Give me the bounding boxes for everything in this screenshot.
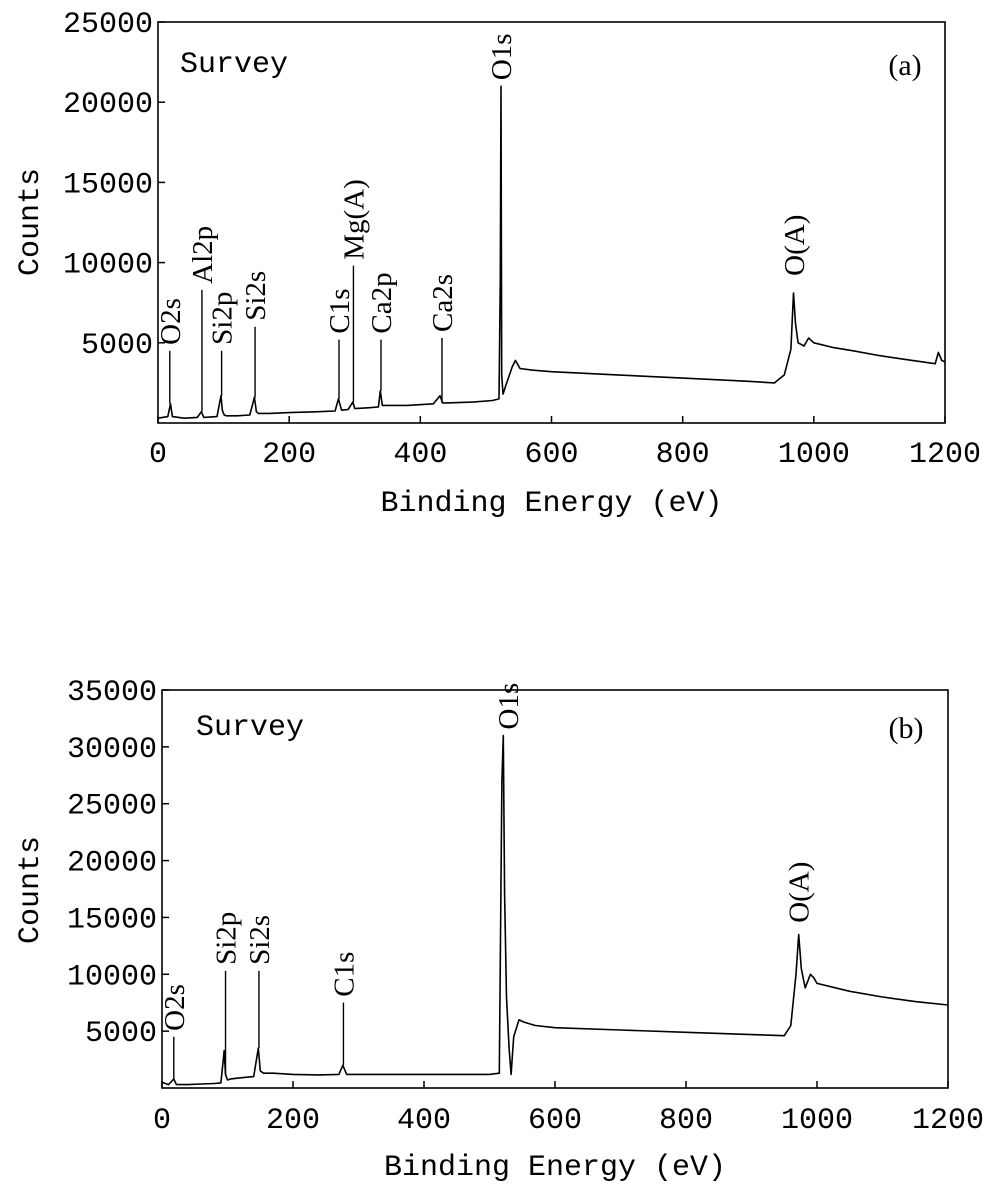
peak-label: C1s	[324, 288, 356, 333]
y-tick-label: 10000	[67, 960, 157, 994]
spectrum-line	[161, 734, 949, 1086]
x-tick-label: 800	[656, 438, 710, 472]
x-tick-label: 1000	[778, 438, 850, 472]
y-tick-label: 20000	[63, 88, 153, 122]
survey-annotation: Survey	[180, 48, 288, 82]
peak-label: Si2p	[207, 292, 239, 345]
peak-label: Mg(A)	[338, 179, 370, 260]
y-axis-label: Counts	[14, 168, 48, 276]
y-tick-label: 35000	[67, 676, 157, 710]
panel-label: (a)	[888, 49, 921, 82]
x-tick-label: 200	[262, 438, 316, 472]
x-tick-label: 400	[393, 438, 447, 472]
y-tick-label: 25000	[63, 8, 153, 42]
peak-label: Si2p	[211, 912, 243, 965]
x-tick-label: 0	[153, 1104, 171, 1138]
x-axis-label: Binding Energy (eV)	[384, 1151, 726, 1185]
y-tick-label: 15000	[63, 168, 153, 202]
y-tick-label: 5000	[85, 1017, 157, 1051]
y-tick-label: 20000	[67, 847, 157, 881]
y-tick-label: 15000	[67, 903, 157, 937]
peak-label: C1s	[328, 952, 360, 997]
x-tick-label: 1200	[909, 438, 981, 472]
y-tick-label: 30000	[67, 733, 157, 767]
y-tick-label: 10000	[63, 249, 153, 283]
peak-label: Si2s	[240, 271, 272, 321]
peak-label: O1s	[493, 683, 525, 730]
peak-label: Si2s	[244, 915, 276, 965]
x-tick-label: 200	[266, 1104, 320, 1138]
x-tick-label: 600	[524, 438, 578, 472]
peak-label: Al2p	[187, 226, 219, 284]
peak-label: Ca2p	[366, 272, 398, 333]
x-tick-label: 800	[659, 1104, 713, 1138]
chart-panel-b: 0 200 400 600 800 1000 1200 5000 10000 15000 20000…	[14, 676, 984, 1185]
y-axis-label: Counts	[14, 836, 48, 944]
peak-label: O(A)	[784, 862, 816, 923]
spectrum-line	[157, 85, 946, 420]
x-tick-label: 1200	[912, 1104, 984, 1138]
x-tick-label: 400	[397, 1104, 451, 1138]
chart-panel-a: 0 200 400 600 800 1000 1200 5000 10000 15000 20000…	[14, 8, 981, 521]
y-tick-label: 25000	[67, 790, 157, 824]
survey-annotation: Survey	[196, 711, 304, 745]
plot-frame	[157, 21, 946, 424]
panel-label: (b)	[889, 712, 924, 745]
x-axis-label: Binding Energy (eV)	[380, 487, 722, 521]
x-tick-label: 600	[528, 1104, 582, 1138]
x-tick-label: 1000	[781, 1104, 853, 1138]
peak-label: O(A)	[779, 215, 811, 276]
peak-label: O2s	[155, 298, 187, 345]
y-tick-label: 5000	[81, 329, 153, 363]
peak-label: O2s	[159, 984, 191, 1031]
x-tick-label: 0	[149, 438, 167, 472]
peak-label: Ca2s	[427, 274, 459, 332]
peak-label: O1s	[486, 33, 518, 80]
